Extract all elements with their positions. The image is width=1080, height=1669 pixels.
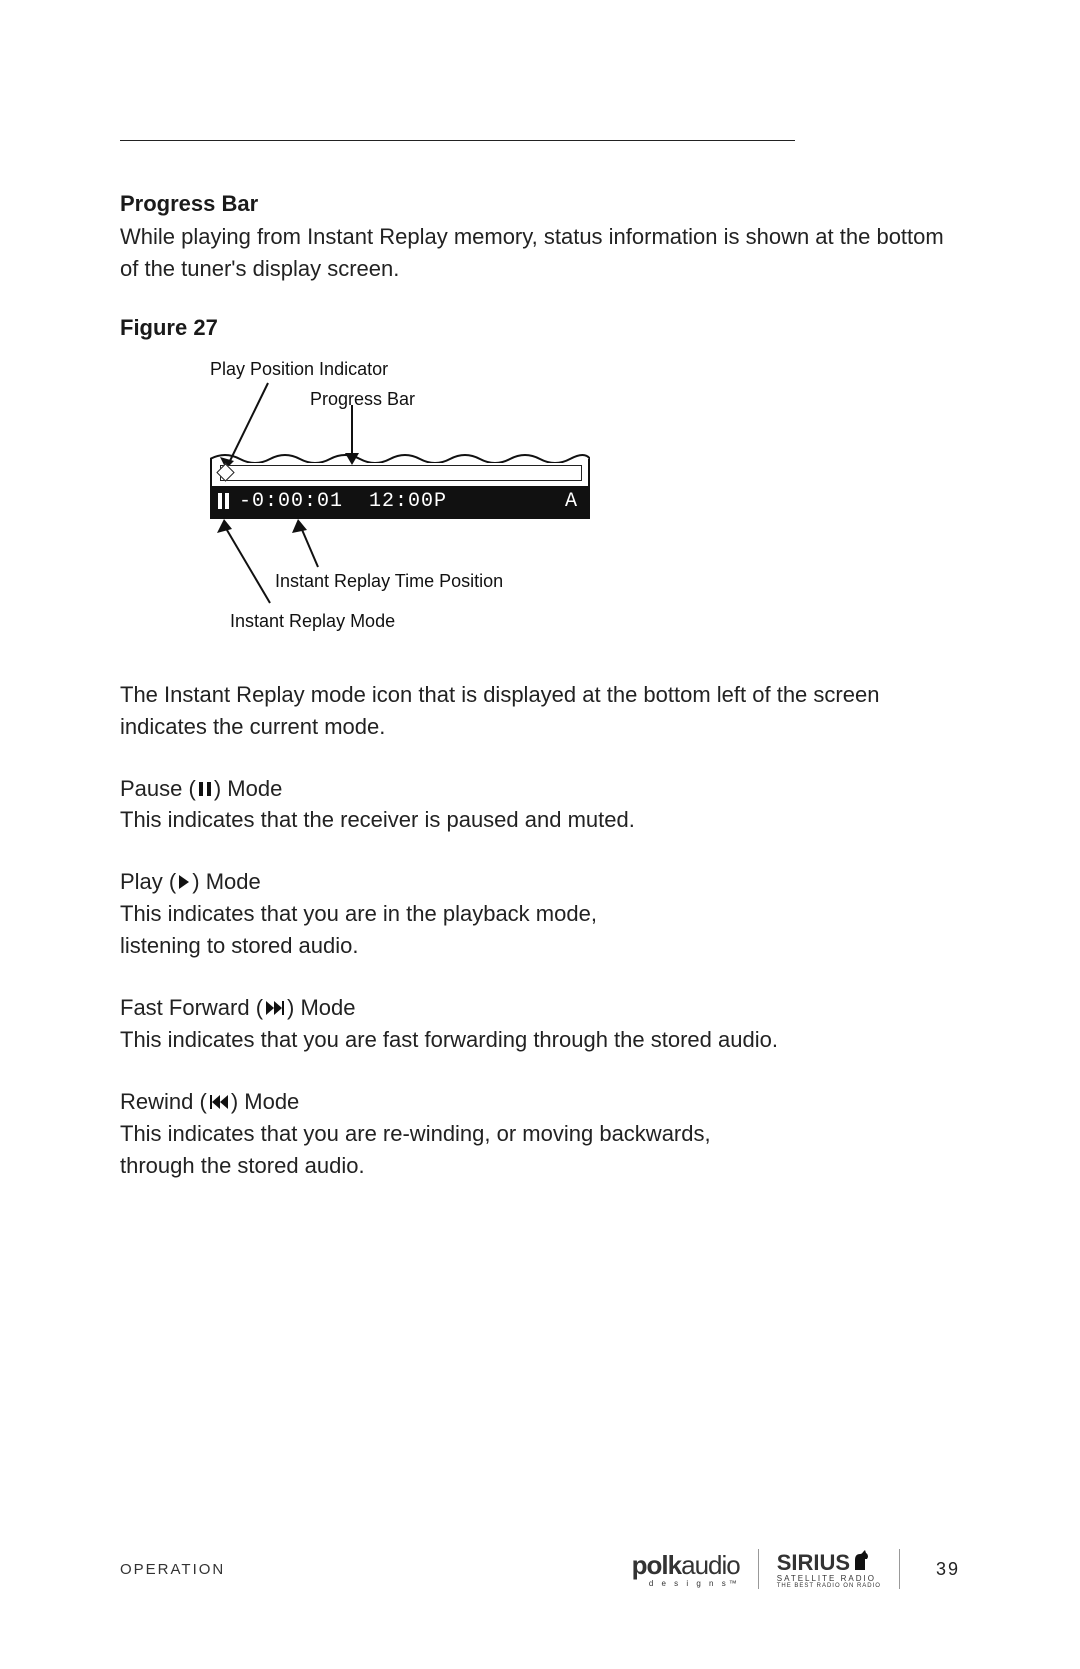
status-right: A: [565, 490, 578, 513]
text: Rewind (: [120, 1086, 207, 1118]
rewind-icon: [209, 1094, 229, 1110]
figure-label: Figure 27: [120, 315, 960, 341]
mode-pause-title: Pause ( ) Mode: [120, 773, 960, 805]
divider: [758, 1549, 759, 1589]
text: polk: [632, 1550, 681, 1580]
mode-ff-title: Fast Forward ( ) Mode: [120, 992, 960, 1024]
page-footer: OPERATION polkaudio d e s i g n s™ SIRIU…: [120, 1549, 960, 1589]
sirius-logo: SIRIUS SATELLITE RADIO THE BEST RADIO ON…: [777, 1550, 881, 1589]
fast-forward-icon: [265, 1000, 285, 1016]
page-number: 39: [936, 1559, 960, 1580]
text: ) Mode: [192, 866, 260, 898]
mode-ff: Fast Forward ( ) Mode This indicates tha…: [120, 992, 960, 1056]
label-ir-time: Instant Replay Time Position: [275, 571, 503, 592]
page-content: Progress Bar While playing from Instant …: [120, 140, 960, 1211]
text: ) Mode: [231, 1086, 299, 1118]
mode-play-title: Play ( ) Mode: [120, 866, 960, 898]
mode-rw: Rewind ( ) Mode This indicates that you …: [120, 1086, 960, 1182]
text: SIRIUS: [777, 1550, 850, 1576]
polk-logo: polkaudio d e s i g n s™: [632, 1550, 740, 1588]
text: THE BEST RADIO ON RADIO: [777, 1583, 881, 1589]
mode-rw-desc: This indicates that you are re-winding, …: [120, 1118, 780, 1182]
mode-pause-desc: This indicates that the receiver is paus…: [120, 804, 960, 836]
play-icon: [178, 874, 190, 890]
mode-play-desc: This indicates that you are in the playb…: [120, 898, 680, 962]
text: Play (: [120, 866, 176, 898]
text: Pause (: [120, 773, 196, 805]
footer-logos: polkaudio d e s i g n s™ SIRIUS SATELLIT…: [632, 1549, 960, 1589]
text: ) Mode: [214, 773, 282, 805]
text: SATELLITE RADIO: [777, 1574, 881, 1583]
text: Fast Forward (: [120, 992, 263, 1024]
text: ) Mode: [287, 992, 355, 1024]
footer-section: OPERATION: [120, 1561, 632, 1578]
mode-rw-title: Rewind ( ) Mode: [120, 1086, 960, 1118]
text: audio: [681, 1550, 740, 1580]
section-title: Progress Bar: [120, 191, 960, 217]
pause-icon: [218, 493, 229, 509]
dog-icon: [852, 1550, 870, 1572]
mode-pause: Pause ( ) Mode This indicates that the r…: [120, 773, 960, 837]
label-ir-mode: Instant Replay Mode: [230, 611, 395, 632]
top-rule: [120, 140, 795, 141]
intro-para: The Instant Replay mode icon that is dis…: [120, 679, 960, 743]
status-row: -0:00:01 12:00P A: [212, 486, 588, 517]
divider: [899, 1549, 900, 1589]
status-time: -0:00:01 12:00P: [239, 490, 447, 513]
mode-play: Play ( ) Mode This indicates that you ar…: [120, 866, 960, 962]
pause-icon: [198, 781, 212, 797]
section-body: While playing from Instant Replay memory…: [120, 221, 960, 285]
figure-27: Play Position Indicator Progress Bar -0:…: [210, 359, 640, 639]
intro-block: Progress Bar While playing from Instant …: [120, 191, 960, 285]
mode-ff-desc: This indicates that you are fast forward…: [120, 1024, 960, 1056]
progress-track: [220, 465, 582, 481]
